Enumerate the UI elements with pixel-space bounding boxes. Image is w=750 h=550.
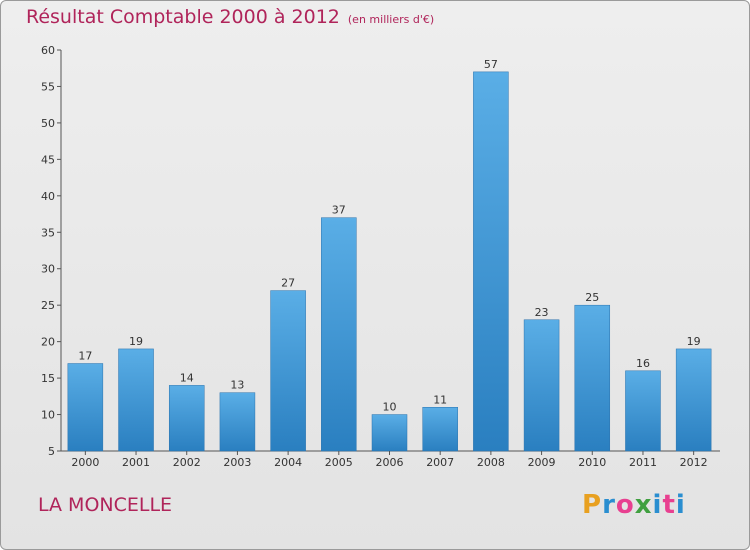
data-label: 16 [636, 357, 650, 370]
x-tick-label: 2003 [223, 456, 251, 469]
bar [118, 348, 154, 452]
data-label: 25 [585, 291, 599, 304]
chart-subtitle: (en milliers d'€) [347, 13, 435, 26]
logo-letter: P [582, 490, 603, 520]
data-label: 14 [180, 371, 194, 384]
y-tick-label: 15 [41, 372, 55, 385]
y-tick-label: 20 [41, 336, 55, 349]
logo-letter: r [602, 490, 616, 520]
data-label: 27 [281, 277, 295, 290]
bar [473, 71, 509, 452]
y-tick-label: 30 [41, 263, 55, 276]
data-label: 37 [332, 204, 346, 217]
place-name: LA MONCELLE [38, 494, 173, 516]
x-tick-label: 2006 [376, 456, 404, 469]
x-tick-label: 2004 [274, 456, 302, 469]
logo-letter: x [634, 490, 653, 520]
bar [321, 217, 357, 452]
data-label: 13 [230, 379, 244, 392]
x-tick-label: 2002 [173, 456, 201, 469]
y-tick-label: 55 [41, 80, 55, 93]
x-tick-label: 2005 [325, 456, 353, 469]
bar [625, 370, 661, 452]
logo-letter: t [662, 490, 676, 520]
bar [675, 348, 712, 452]
y-tick-label: 45 [41, 153, 55, 166]
bar [67, 363, 104, 452]
y-tick-label: 5 [48, 445, 55, 458]
bar [422, 407, 458, 452]
y-tick-label: 25 [41, 299, 55, 312]
x-tick-label: 2012 [680, 456, 708, 469]
bar [371, 414, 408, 452]
x-tick-label: 2001 [122, 456, 150, 469]
data-label: 23 [535, 306, 549, 319]
y-tick-label: 35 [41, 226, 55, 239]
data-label: 57 [484, 58, 498, 71]
x-tick-label: 2007 [426, 456, 454, 469]
bar [270, 290, 306, 452]
chart-title-text: Résultat Comptable 2000 à 2012 [26, 6, 340, 28]
logo-letter: i [652, 490, 663, 520]
y-tick-label: 50 [41, 117, 55, 130]
logo-letter: o [615, 490, 635, 520]
x-tick-label: 2009 [528, 456, 556, 469]
chart-title: Résultat Comptable 2000 à 2012 (en millie… [26, 6, 434, 28]
data-label: 19 [687, 335, 701, 348]
x-tick-label: 2010 [578, 456, 606, 469]
x-tick-label: 2000 [71, 456, 99, 469]
data-label: 11 [433, 393, 447, 406]
data-label: 17 [78, 350, 92, 363]
logo-letter: i [675, 490, 686, 520]
bar [168, 385, 205, 452]
bar [574, 304, 611, 452]
y-tick-label: 60 [41, 44, 55, 57]
bar [219, 392, 256, 452]
data-label: 19 [129, 335, 143, 348]
bar [523, 319, 560, 452]
data-label: 10 [383, 401, 397, 414]
x-tick-label: 2011 [629, 456, 657, 469]
y-tick-label: 10 [41, 409, 55, 422]
y-tick-label: 40 [41, 190, 55, 203]
x-tick-label: 2008 [477, 456, 505, 469]
proxiti-logo: Proxiti [582, 490, 686, 520]
